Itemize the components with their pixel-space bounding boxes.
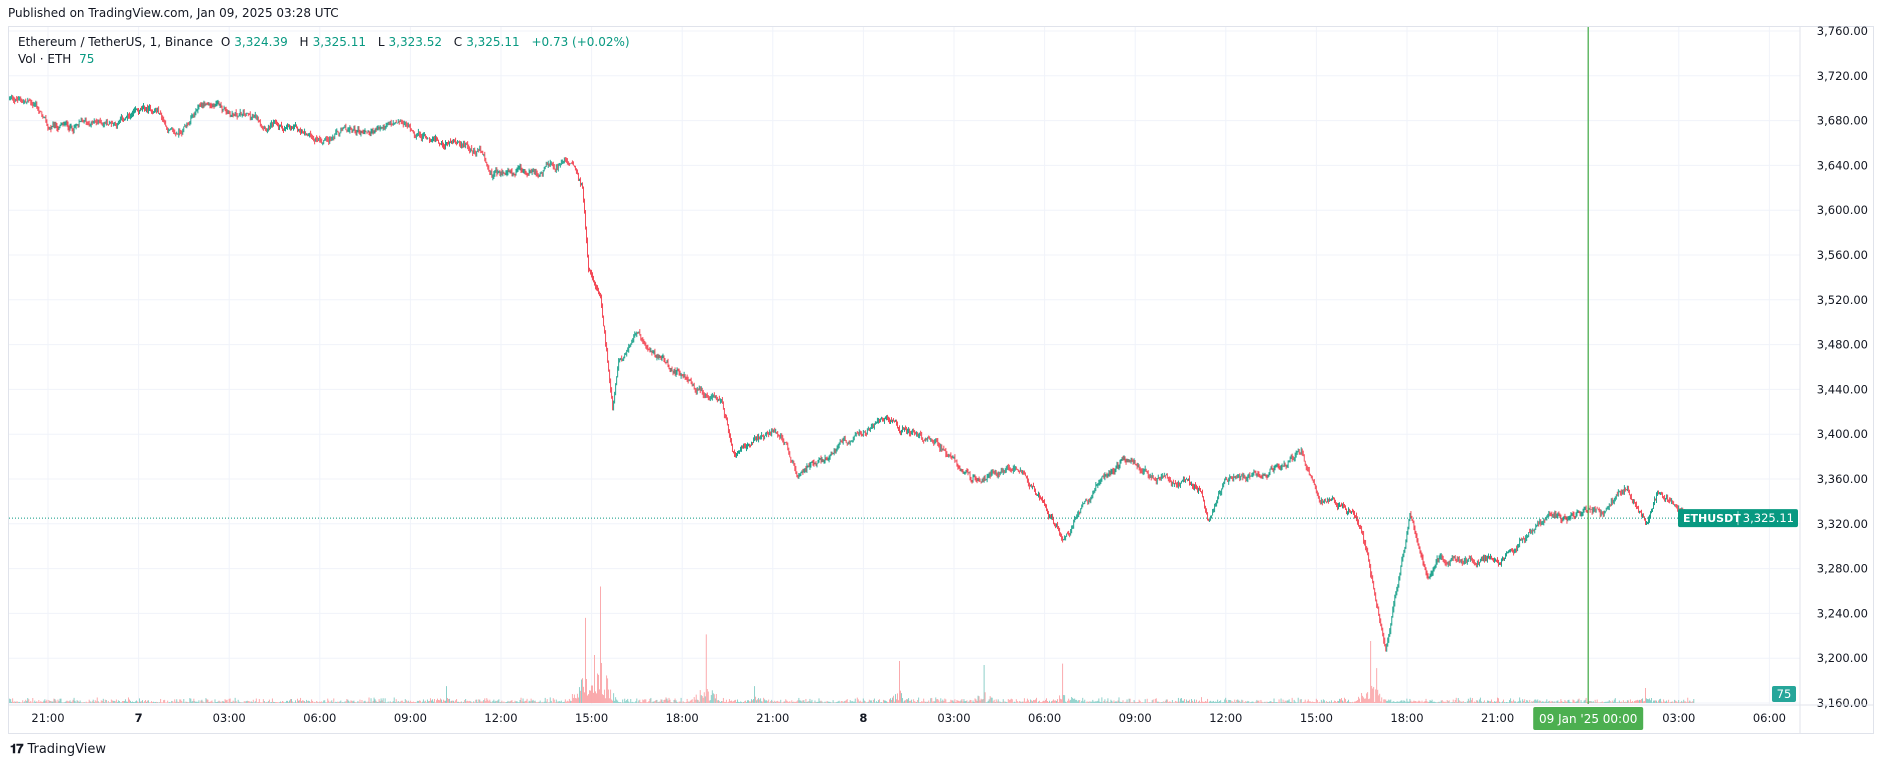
time-tick-label: 09:00 <box>394 711 427 725</box>
time-tick-label: 06:00 <box>1753 711 1786 725</box>
time-tick-label: 03:00 <box>1662 711 1695 725</box>
time-tick-label: 12:00 <box>1209 711 1242 725</box>
price-tag-symbol: ETHUSDT <box>1683 512 1741 525</box>
symbol-title[interactable]: Ethereum / TetherUS, 1, Binance <box>18 35 213 49</box>
time-tick-label: 7 <box>135 711 143 725</box>
price-tick-label: 3,480.00 <box>1817 338 1868 352</box>
crosshair-time-label: 09 Jan '25 00:00 <box>1539 712 1637 726</box>
low-value: 3,323.52 <box>388 35 442 49</box>
time-tick-label: 21:00 <box>31 711 64 725</box>
close-value: 3,325.11 <box>466 35 520 49</box>
volume-tag <box>1772 686 1796 702</box>
crosshair-time-tag <box>1533 707 1644 730</box>
chart-frame <box>8 26 1874 734</box>
high-label: H <box>299 35 309 49</box>
price-tick-label: 3,600.00 <box>1817 203 1868 217</box>
low-label: L <box>377 35 385 49</box>
time-tick-label: 03:00 <box>213 711 246 725</box>
time-tick-label: 8 <box>859 711 867 725</box>
published-note: Published on TradingView.com, Jan 09, 20… <box>8 6 339 20</box>
time-tick-label: 18:00 <box>1390 711 1423 725</box>
high-value: 3,325.11 <box>312 35 367 49</box>
ohlc-line: Ethereum / TetherUS, 1, Binance O 3,324.3… <box>18 34 634 51</box>
volume-series <box>9 586 1695 703</box>
price-tick-label: 3,240.00 <box>1817 606 1868 620</box>
price-tick-label: 3,720.00 <box>1817 69 1868 83</box>
time-tick-label: 06:00 <box>1028 711 1061 725</box>
price-tick-label: 3,320.00 <box>1817 517 1868 531</box>
volume-label[interactable]: Vol · ETH <box>18 52 72 66</box>
tradingview-footer: 𝟏𝟕 TradingView <box>10 742 106 757</box>
price-tick-label: 3,560.00 <box>1817 248 1868 262</box>
time-tick-label: 15:00 <box>575 711 608 725</box>
chart-legend: Ethereum / TetherUS, 1, Binance O 3,324.3… <box>18 34 634 68</box>
price-tick-label: 3,160.00 <box>1817 696 1868 710</box>
price-tag-value: 3,325.11 <box>1743 511 1794 525</box>
open-label: O <box>220 35 231 49</box>
time-tick-label: 18:00 <box>666 711 699 725</box>
price-tick-label: 3,360.00 <box>1817 472 1868 486</box>
change-value: +0.73 (+0.02%) <box>531 35 630 49</box>
volume-legend: Vol · ETH 75 <box>18 51 634 68</box>
time-tick-label: 12:00 <box>484 711 517 725</box>
price-tick-label: 3,400.00 <box>1817 427 1868 441</box>
candle-series <box>9 94 1695 652</box>
brand-name: TradingView <box>27 742 107 757</box>
close-label: C <box>453 35 463 49</box>
price-tick-label: 3,440.00 <box>1817 382 1868 396</box>
price-tick-label: 3,760.00 <box>1817 24 1868 38</box>
price-tick-label: 3,520.00 <box>1817 293 1868 307</box>
tradingview-logo-icon: 𝟏𝟕 <box>10 742 24 757</box>
time-tick-label: 09:00 <box>1119 711 1152 725</box>
volume-value: 75 <box>79 52 95 66</box>
time-tick-label: 03:00 <box>937 711 970 725</box>
volume-tag-value: 75 <box>1777 687 1792 701</box>
time-tick-label: 21:00 <box>756 711 789 725</box>
time-tick-label: 15:00 <box>1300 711 1333 725</box>
price-tick-label: 3,640.00 <box>1817 158 1868 172</box>
time-tick-label: 21:00 <box>1481 711 1514 725</box>
price-tick-label: 3,280.00 <box>1817 562 1868 576</box>
price-tick-label: 3,680.00 <box>1817 114 1868 128</box>
price-tick-label: 3,200.00 <box>1817 651 1868 665</box>
open-value: 3,324.39 <box>234 35 288 49</box>
time-tick-label: 06:00 <box>303 711 336 725</box>
